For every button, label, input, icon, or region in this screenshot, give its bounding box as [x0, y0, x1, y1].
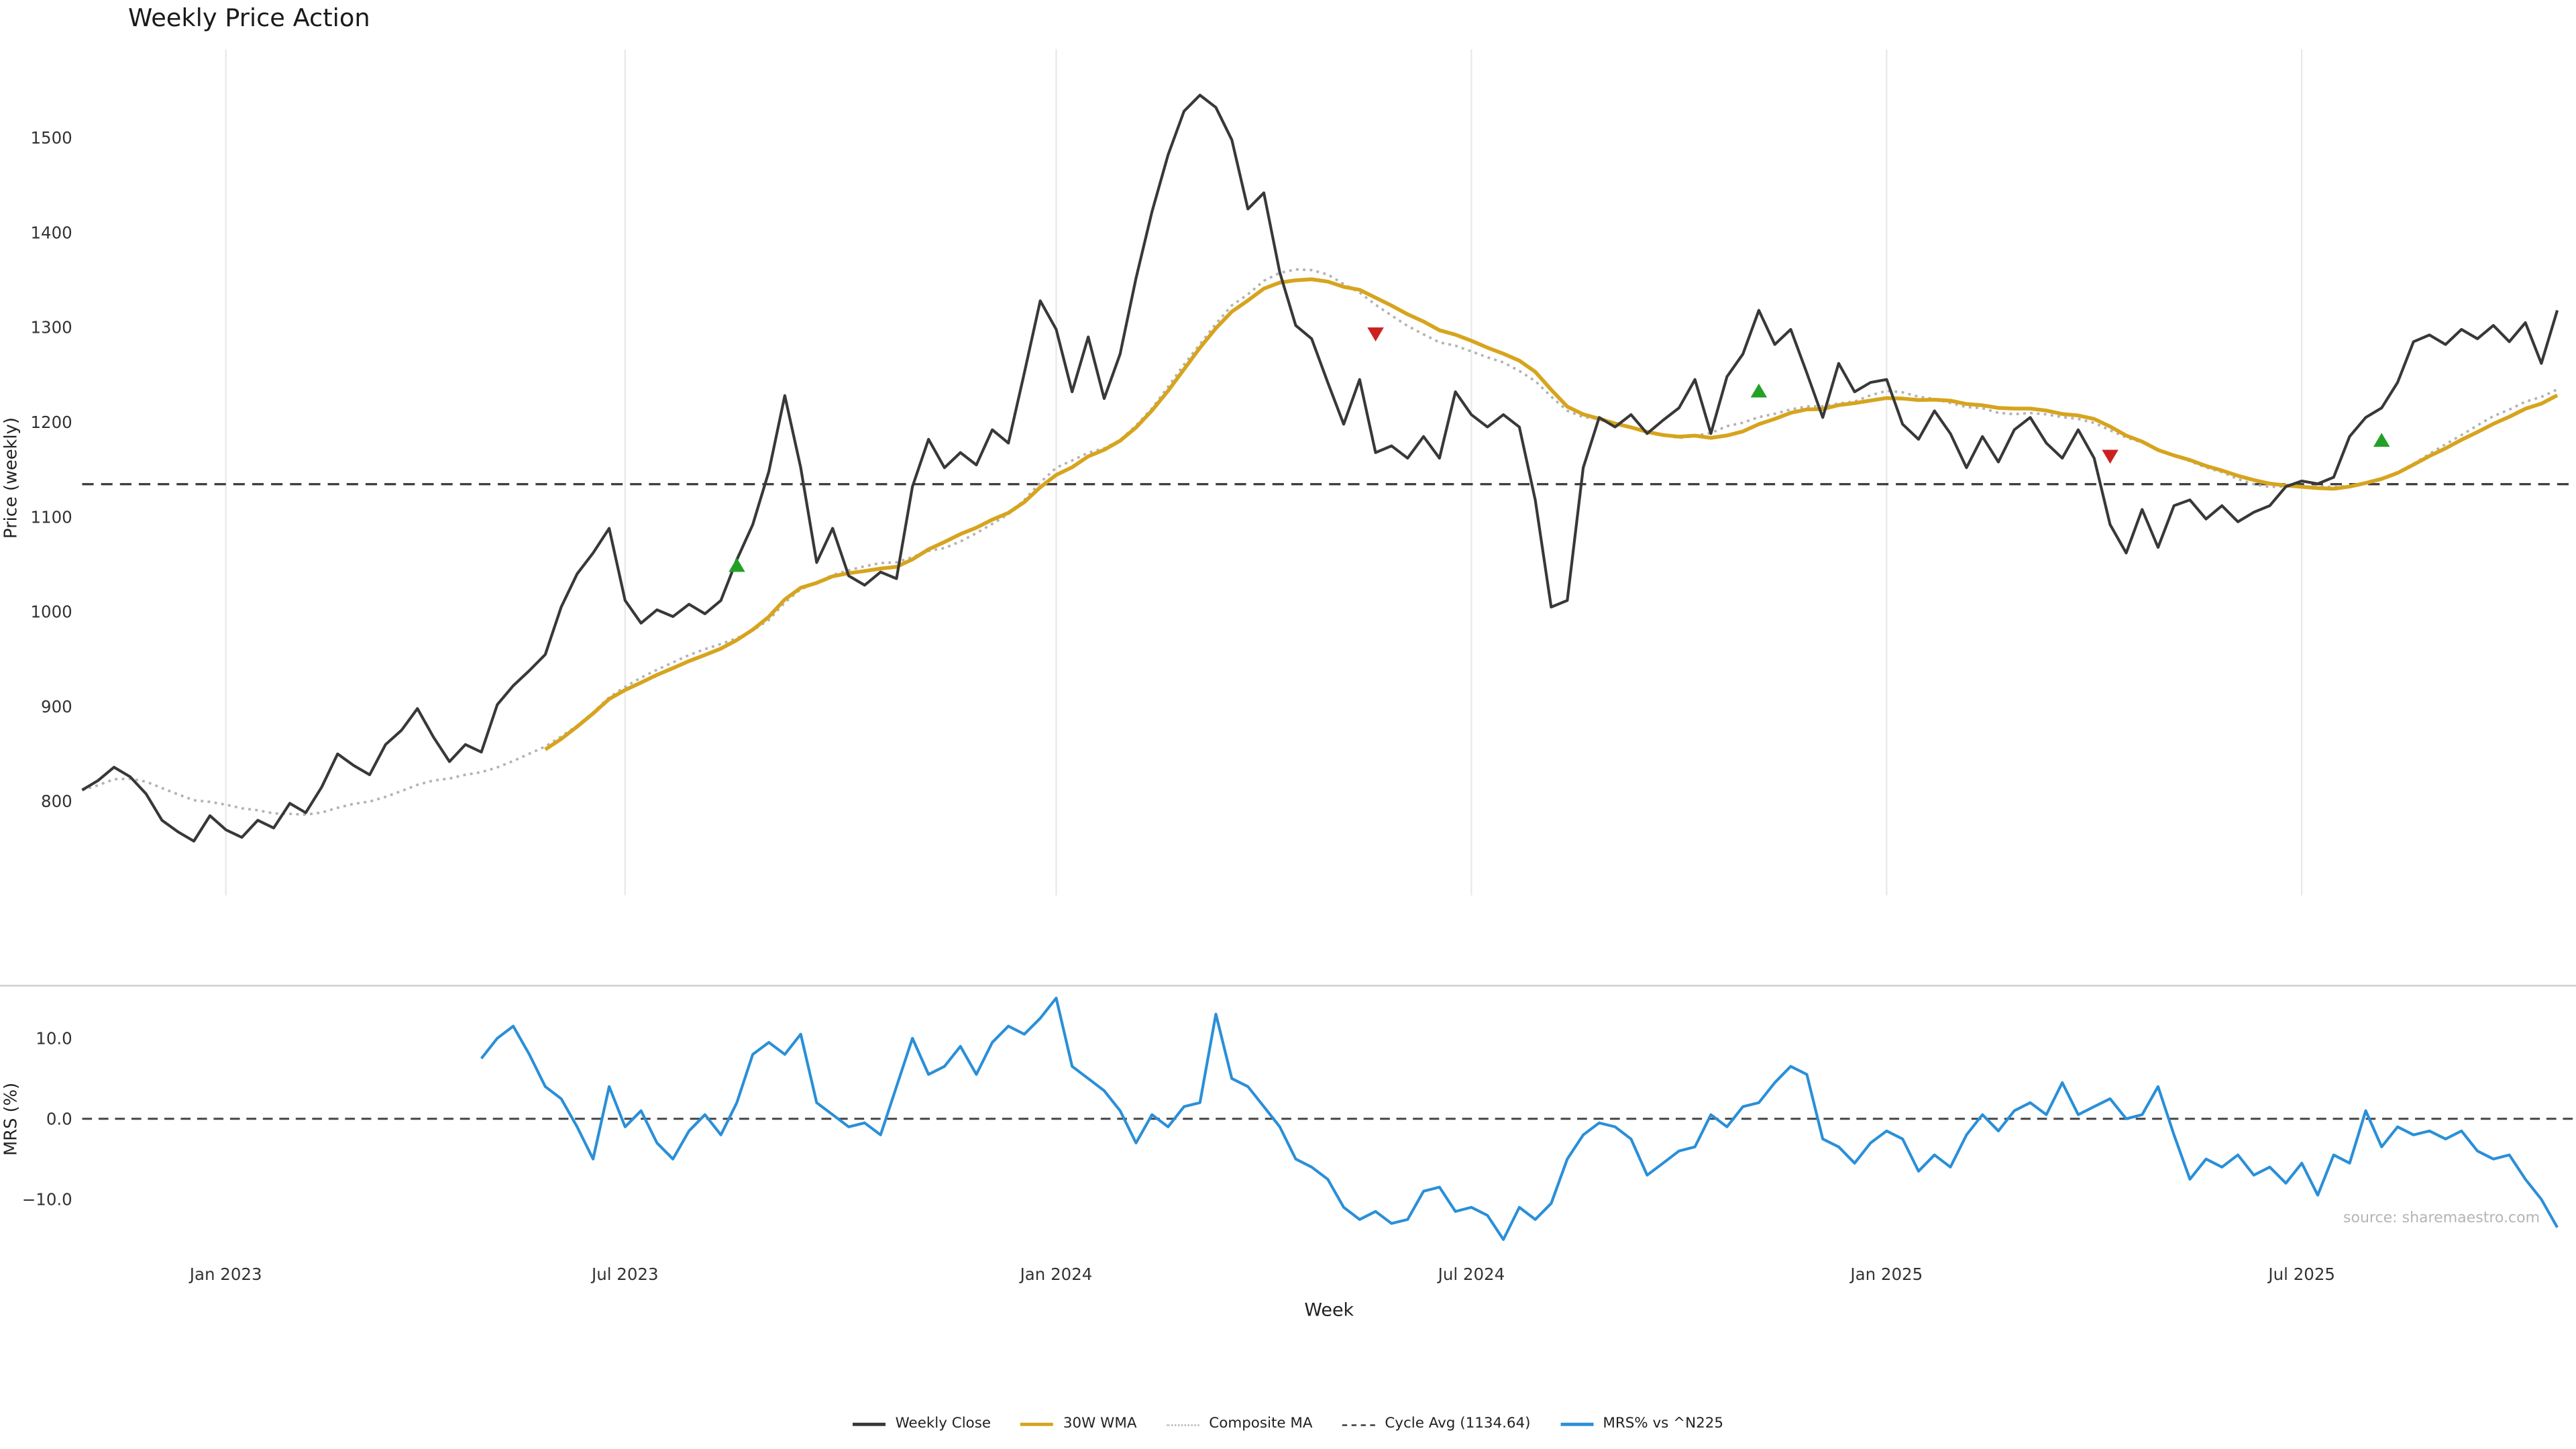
legend-label-composite-ma: Composite MA	[1209, 1416, 1313, 1433]
mrs-tick-label: 10.0	[36, 1028, 72, 1048]
wma-line	[544, 277, 2559, 751]
axis-tick-labels: 800 900 1000 1100 1200 1300 1400 1500 10.0 0.0 −10…	[22, 128, 2335, 1284]
mrs-line	[480, 996, 2559, 1241]
price-panel	[81, 93, 2576, 843]
x-tick-label: Jul 2025	[2267, 1265, 2335, 1284]
price-tick-label: 1500	[30, 128, 72, 148]
cycle-avg-line-swatch	[1342, 1424, 1375, 1426]
legend-label-weekly-close: Weekly Close	[895, 1416, 991, 1433]
mrs-line-swatch	[1560, 1422, 1593, 1426]
chart-title: Weekly Price Action	[128, 3, 370, 33]
price-tick-label: 1200	[30, 413, 72, 432]
price-tick-label: 900	[41, 697, 72, 716]
legend-label-cycle-avg: Cycle Avg (1134.64)	[1385, 1416, 1531, 1433]
price-tick-label: 800	[41, 792, 72, 811]
legend: Weekly Close 30W WMA Composite MA Cycle …	[0, 1416, 2576, 1433]
legend-item-cycle-avg: Cycle Avg (1134.64)	[1342, 1416, 1531, 1433]
sell-marker	[1367, 327, 1384, 341]
x-tick-label: Jan 2024	[1019, 1265, 1093, 1284]
legend-item-composite-ma: Composite MA	[1166, 1416, 1313, 1433]
buy-marker	[2373, 433, 2390, 447]
price-tick-label: 1100	[30, 507, 72, 527]
sell-marker	[2102, 449, 2118, 464]
legend-item-mrs: MRS% vs ^N225	[1560, 1416, 1724, 1433]
composite-ma-line	[81, 268, 2558, 816]
legend-item-weekly-close: Weekly Close	[852, 1416, 991, 1433]
wma-line-swatch	[1020, 1422, 1054, 1426]
buy-marker	[729, 557, 745, 572]
composite-ma-line-swatch	[1166, 1424, 1199, 1426]
x-tick-label: Jan 2023	[189, 1265, 262, 1284]
legend-label-mrs: MRS% vs ^N225	[1603, 1416, 1724, 1433]
price-tick-label: 1300	[30, 318, 72, 337]
price-tick-label: 1400	[30, 223, 72, 242]
legend-item-wma: 30W WMA	[1020, 1416, 1137, 1433]
source-credit: source: sharemaestro.com	[2343, 1210, 2540, 1228]
x-tick-label: Jan 2025	[1849, 1265, 1923, 1284]
buy-marker	[1750, 383, 1768, 398]
x-tick-label: Jul 2023	[590, 1265, 659, 1284]
x-axis-label: Week	[1304, 1299, 1354, 1321]
price-tick-label: 1000	[30, 602, 72, 622]
mrs-tick-label: −10.0	[22, 1189, 72, 1209]
gridlines	[225, 49, 2303, 896]
legend-label-wma: 30W WMA	[1063, 1416, 1137, 1433]
price-axis-label: Price (weekly)	[1, 417, 21, 539]
weekly-close-line	[81, 93, 2559, 843]
mrs-tick-label: 0.0	[46, 1109, 72, 1128]
x-tick-label: Jul 2024	[1437, 1265, 1505, 1284]
mrs-axis-label: MRS (%)	[1, 1082, 21, 1156]
mrs-panel	[0, 985, 2576, 1241]
weekly-close-line-swatch	[852, 1422, 885, 1426]
